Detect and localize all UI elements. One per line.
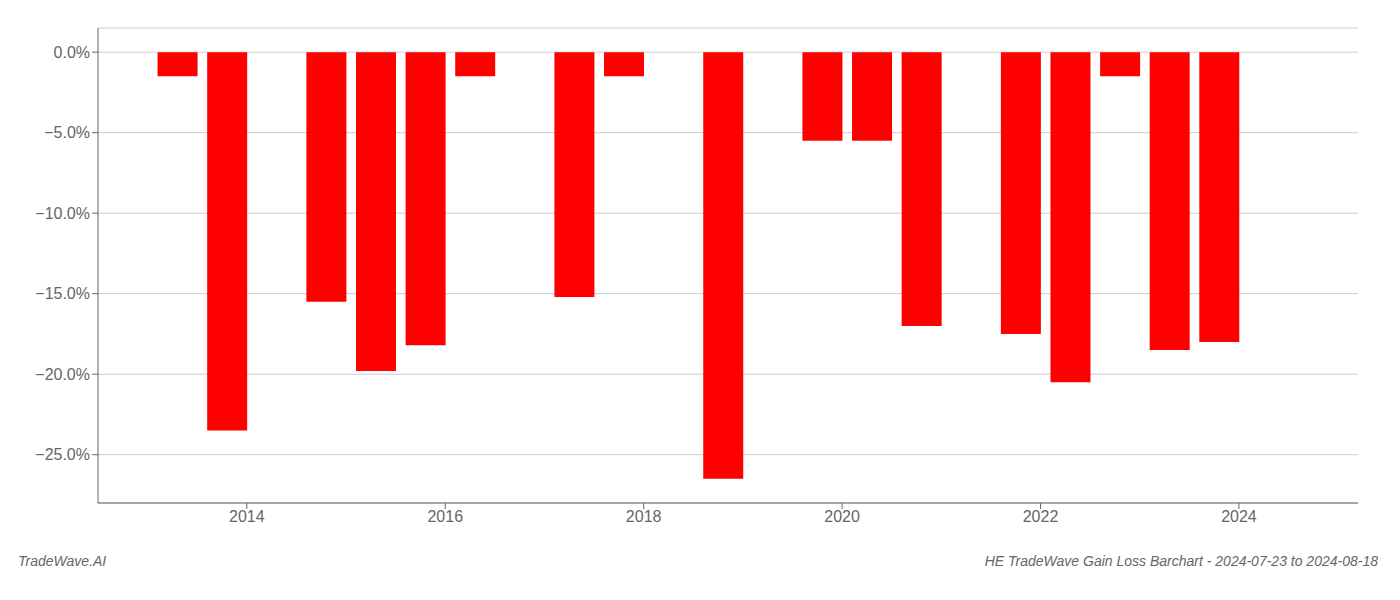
svg-text:2014: 2014	[229, 508, 265, 525]
svg-text:−25.0%: −25.0%	[35, 446, 90, 463]
html-text:HE TradeWave Gain Loss Barchar: HE TradeWave Gain Loss Barchart - 2024-0…	[984, 553, 1378, 569]
svg-text:−20.0%: −20.0%	[35, 366, 90, 383]
svg-text:2022: 2022	[1023, 508, 1059, 525]
svg-text:2024: 2024	[1221, 508, 1257, 525]
svg-text:0.0%: 0.0%	[54, 44, 90, 61]
svg-text:2018: 2018	[626, 508, 662, 525]
svg-text:−5.0%: −5.0%	[44, 124, 90, 141]
html-text:TradeWave.AI: TradeWave.AI	[18, 553, 107, 569]
svg-text:−15.0%: −15.0%	[35, 285, 90, 302]
svg-text:−10.0%: −10.0%	[35, 205, 90, 222]
svg-text:2020: 2020	[824, 508, 860, 525]
svg-text:2016: 2016	[427, 508, 463, 525]
